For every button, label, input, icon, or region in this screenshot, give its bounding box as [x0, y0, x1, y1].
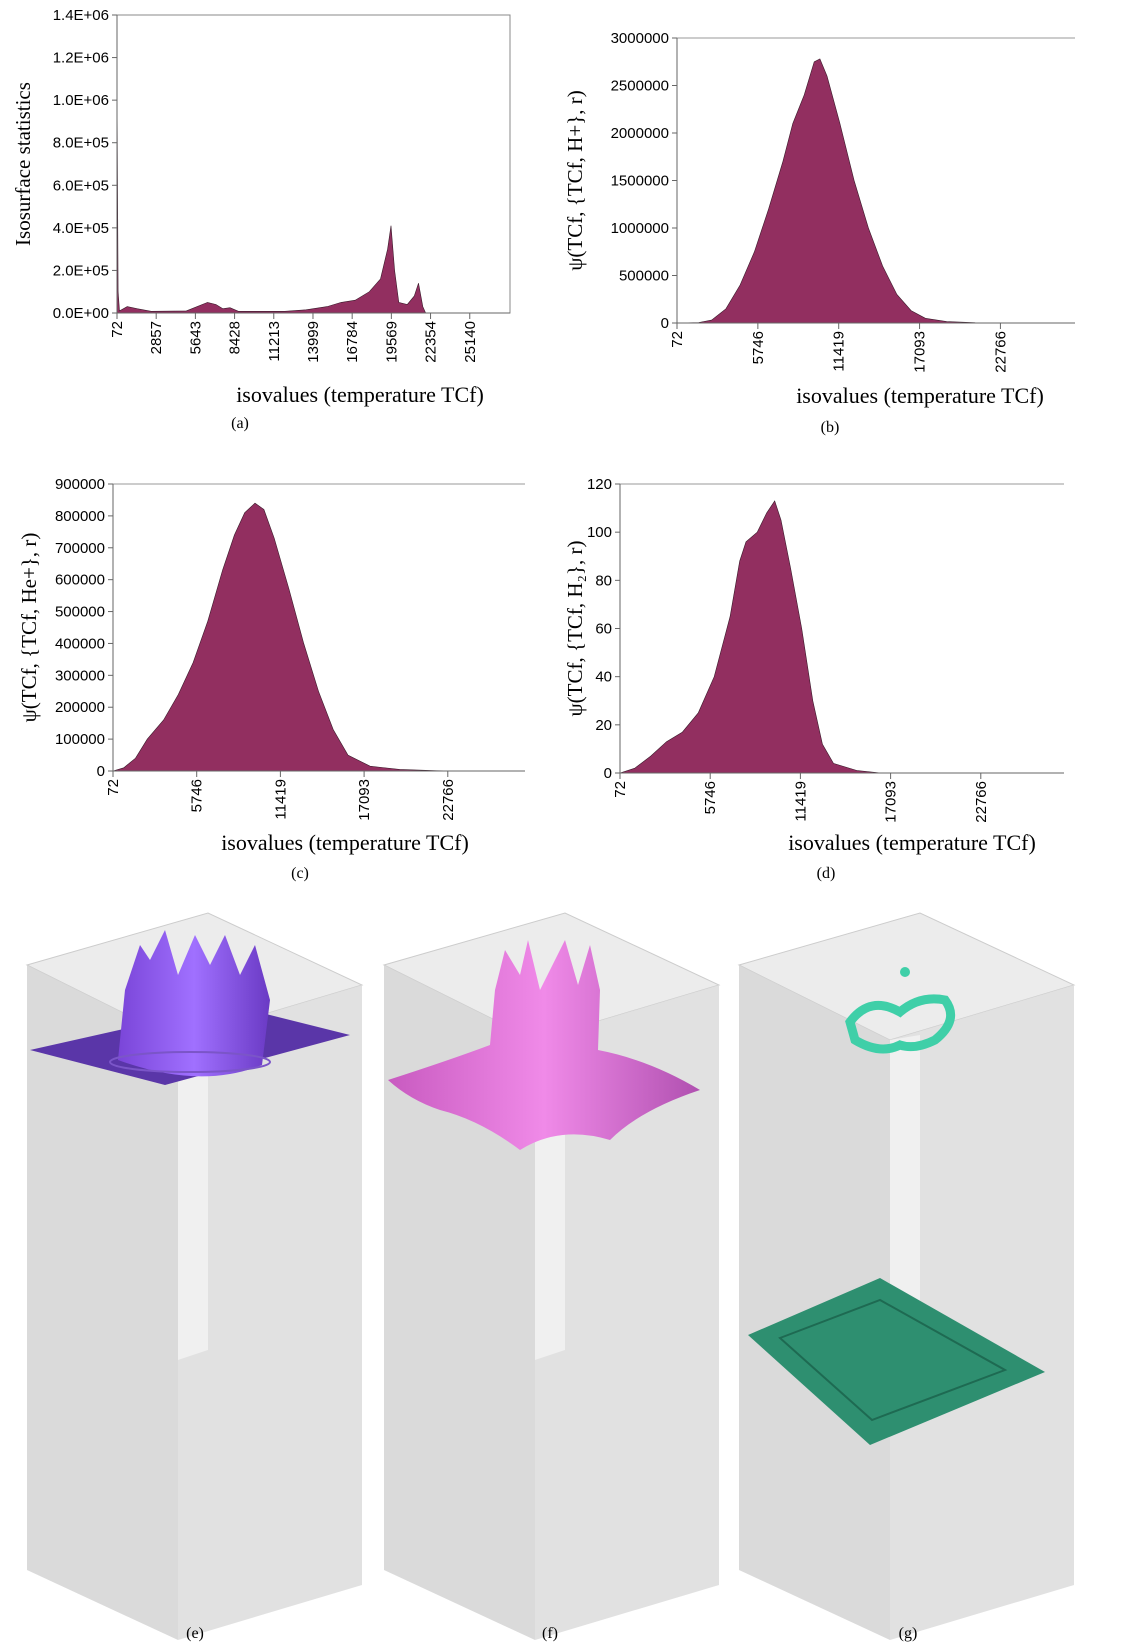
y-tick-label: 2.0E+05 [53, 262, 109, 279]
x-tick-label: 22766 [973, 781, 990, 823]
x-axis-title: isovalues (temperature TCf) [236, 382, 484, 407]
y-tick-label: 2500000 [611, 78, 669, 95]
x-tick-label: 22766 [440, 779, 457, 821]
y-tick-label: 200000 [55, 699, 105, 716]
x-tick-label: 72 [109, 321, 126, 338]
y-tick-label: 8.0E+05 [53, 135, 109, 152]
caption: (d) [817, 865, 836, 882]
y-tick-label: 2000000 [611, 125, 669, 142]
x-axis-title: isovalues (temperature TCf) [788, 830, 1036, 855]
caption: (a) [231, 415, 249, 432]
y-tick-label: 700000 [55, 540, 105, 557]
y-tick-label: 100000 [55, 731, 105, 748]
area [117, 79, 426, 313]
y-tick-label: 3000000 [611, 30, 669, 47]
y-tick-label: 1000000 [611, 220, 669, 237]
x-tick-label: 5746 [750, 331, 767, 364]
caption: (g) [899, 1625, 918, 1642]
x-tick-label: 11419 [831, 331, 848, 372]
x-tick-label: 72 [105, 779, 122, 796]
x-tick-label: 22766 [992, 331, 1009, 373]
x-axis-title: isovalues (temperature TCf) [796, 383, 1044, 408]
y-tick-label: 1.2E+06 [53, 50, 109, 67]
caption: (f) [542, 1625, 558, 1642]
render-f [384, 913, 719, 1640]
caption: (b) [821, 419, 840, 436]
x-tick-label: 17093 [912, 331, 929, 373]
x-tick-label: 2857 [148, 321, 165, 354]
y-axis-title: Isosurface statistics [11, 82, 35, 246]
y-tick-label: 300000 [55, 667, 105, 684]
x-tick-label: 8428 [227, 321, 244, 354]
caption: (e) [186, 1625, 204, 1642]
plot-frame [117, 15, 510, 313]
caption: (c) [291, 865, 309, 882]
y-tick-label: 1.0E+06 [53, 92, 109, 109]
y-tick-label: 0 [661, 315, 669, 332]
y-tick-label: 500000 [619, 268, 669, 285]
y-tick-label: 0.0E+00 [53, 305, 109, 322]
area [113, 503, 459, 771]
y-tick-label: 600000 [55, 572, 105, 589]
x-tick-label: 11419 [272, 779, 289, 820]
x-tick-label: 72 [612, 781, 629, 798]
y-tick-label: 60 [595, 621, 612, 638]
y-tick-label: 6.0E+05 [53, 177, 109, 194]
render-e [27, 913, 362, 1640]
y-axis-title: ψ(TCf, {TCf, H₂}, r) [563, 541, 587, 717]
x-tick-label: 5746 [702, 781, 719, 814]
x-tick-label: 22354 [423, 321, 440, 363]
y-tick-label: 1.4E+06 [53, 7, 109, 24]
x-tick-label: 72 [669, 331, 686, 348]
x-tick-label: 5746 [189, 779, 206, 812]
y-tick-label: 40 [595, 669, 612, 686]
y-tick-label: 500000 [55, 604, 105, 621]
render-g [739, 913, 1074, 1640]
y-axis-title: ψ(TCf, {TCf, H+}, r) [563, 90, 587, 270]
x-tick-label: 16784 [344, 321, 361, 363]
y-tick-label: 20 [595, 717, 612, 734]
y-tick-label: 800000 [55, 508, 105, 525]
x-axis-title: isovalues (temperature TCf) [221, 830, 469, 855]
y-tick-label: 900000 [55, 476, 105, 493]
x-tick-label: 11419 [792, 781, 809, 822]
x-tick-label: 13999 [305, 321, 322, 363]
x-tick-label: 25140 [462, 321, 479, 363]
x-tick-label: 11213 [266, 321, 283, 362]
area [677, 59, 1004, 323]
area [620, 501, 881, 773]
y-tick-label: 0 [604, 765, 612, 782]
figure: 0.0E+00 2.0E+05 4.0E+05 6.0E+05 8.0E+05 1.0E+… [0, 0, 1131, 1649]
y-tick-label: 4.0E+05 [53, 220, 109, 237]
x-tick-label: 17093 [883, 781, 900, 823]
y-tick-label: 0 [97, 763, 105, 780]
y-tick-label: 1500000 [611, 173, 669, 190]
x-tick-label: 17093 [356, 779, 373, 821]
y-tick-label: 100 [587, 524, 612, 541]
y-tick-label: 80 [595, 572, 612, 589]
y-tick-label: 400000 [55, 635, 105, 652]
y-axis-title: ψ(TCf, {TCf, He+}, r) [17, 533, 41, 723]
x-tick-label: 5643 [187, 321, 204, 354]
x-tick-label: 19569 [383, 321, 400, 363]
y-tick-label: 120 [587, 476, 612, 493]
